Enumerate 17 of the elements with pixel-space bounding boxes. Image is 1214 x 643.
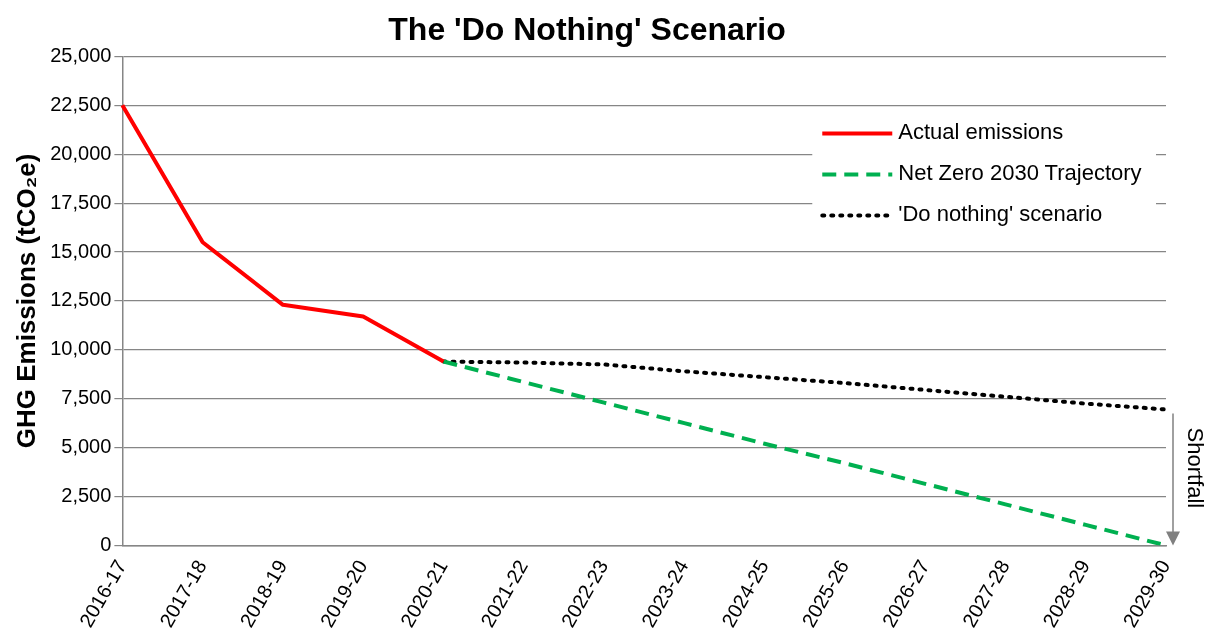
legend-label: 'Do nothing' scenario [898,201,1103,227]
y-tick-label: 22,500 [50,92,112,115]
y-tick-label: 17,500 [50,190,112,213]
y-tick-label: 2,500 [61,484,112,507]
y-tick-label: 7,500 [61,386,112,409]
y-tick-label: 10,000 [50,337,112,360]
y-tick-label: 0 [100,532,112,555]
legend-label: Actual emissions [898,119,1064,145]
y-tick-label: 15,000 [50,239,112,262]
legend-label: Net Zero 2030 Trajectory [898,160,1142,186]
y-tick-label: 20,000 [50,141,112,164]
y-axis-title: GHG Emissions (tCO₂e) [10,153,41,449]
y-tick-label: 25,000 [50,43,112,66]
text: Shortfall [1182,427,1208,509]
y-tick-label: 5,000 [61,435,112,458]
y-tick-label: 12,500 [50,288,112,311]
chart-title: The 'Do Nothing' Scenario [388,11,786,48]
